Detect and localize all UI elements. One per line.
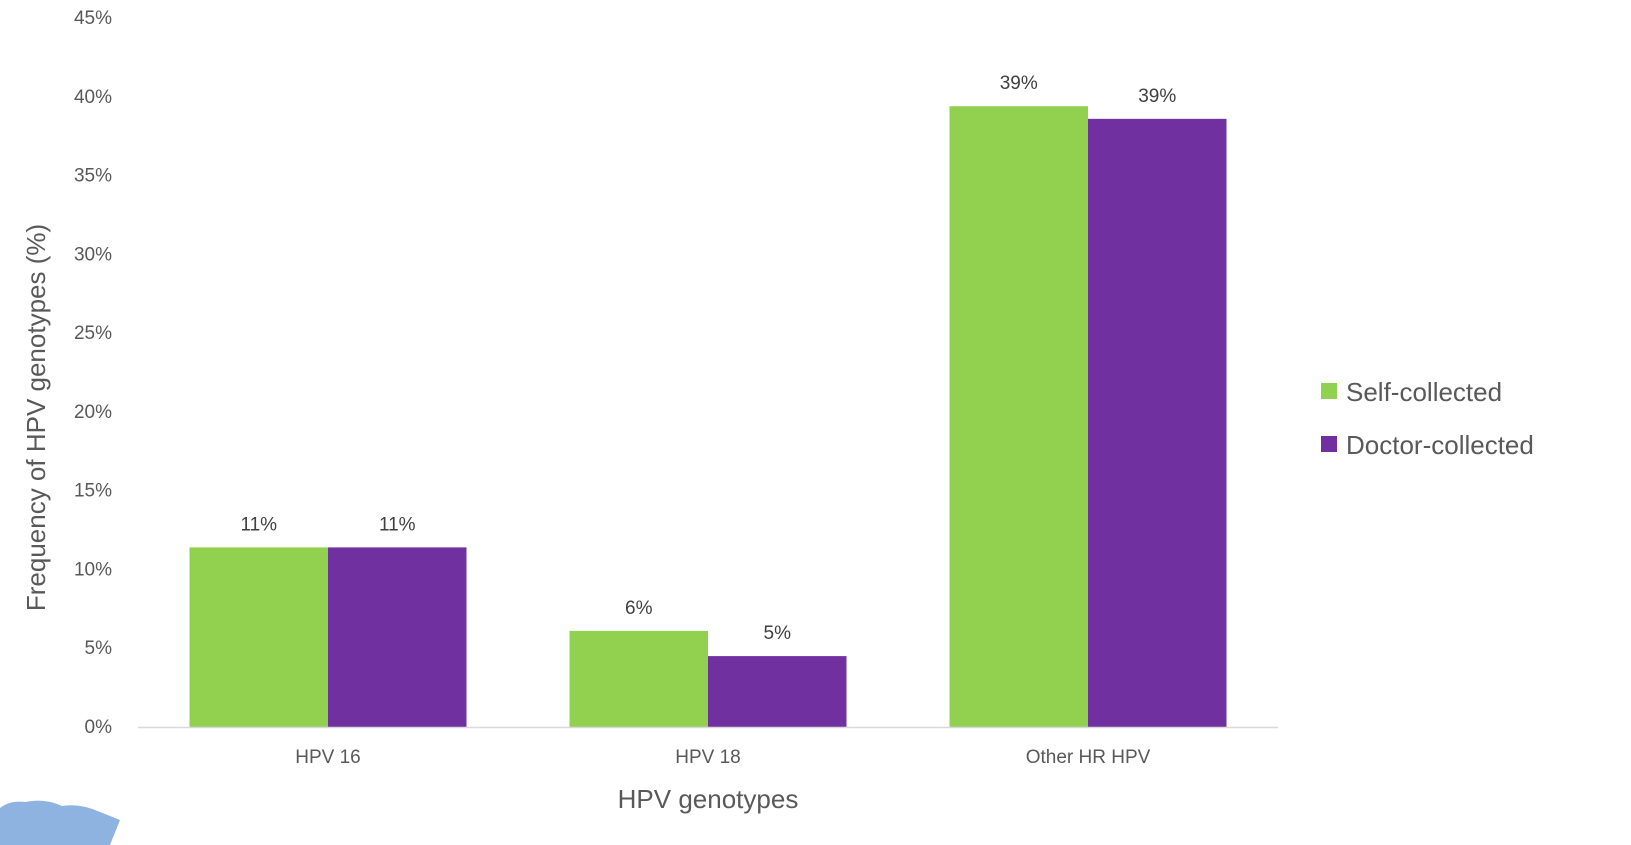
y-tick-label: 10% xyxy=(74,559,112,580)
y-tick-label: 45% xyxy=(74,8,112,29)
y-tick-label: 20% xyxy=(74,402,112,423)
bar-self-collected-1 xyxy=(569,630,708,727)
y-axis-title: Frequency of HPV genotypes (%) xyxy=(21,224,51,611)
data-label: 6% xyxy=(625,598,653,619)
y-tick-label: 25% xyxy=(74,323,112,344)
legend-swatch xyxy=(1321,383,1337,399)
y-tick-label: 5% xyxy=(85,638,113,659)
data-label: 5% xyxy=(764,623,792,644)
bar-doctor-collected-0 xyxy=(328,547,467,727)
y-tick-label: 35% xyxy=(74,166,112,187)
bar-doctor-collected-2 xyxy=(1088,118,1227,727)
bar-doctor-collected-1 xyxy=(708,656,847,727)
bar-self-collected-0 xyxy=(189,547,328,727)
legend-label: Self-collected xyxy=(1346,377,1502,407)
x-axis-title: HPV genotypes xyxy=(618,784,799,814)
y-tick-label: 30% xyxy=(74,244,112,265)
data-label: 39% xyxy=(1000,73,1038,94)
bar-self-collected-2 xyxy=(949,106,1088,728)
data-label: 11% xyxy=(379,514,416,535)
data-label: 39% xyxy=(1138,86,1176,107)
legend-label: Doctor-collected xyxy=(1346,430,1534,460)
x-axis-ticks: HPV 16 HPV 18 Other HR HPV xyxy=(295,747,1150,768)
y-tick-label: 40% xyxy=(74,87,112,108)
y-axis-ticks: 0% 5% 10% 15% 20% 25% 30% 35% 40% 45% xyxy=(74,8,112,738)
legend: Self-collected Doctor-collected xyxy=(1321,377,1534,460)
data-label: 11% xyxy=(240,514,277,535)
x-tick-label: Other HR HPV xyxy=(1026,747,1151,768)
x-tick-label: HPV 18 xyxy=(675,747,740,768)
corner-decoration-shape xyxy=(0,800,120,845)
bars-group xyxy=(189,106,1227,728)
x-tick-label: HPV 16 xyxy=(295,747,360,768)
y-tick-label: 0% xyxy=(85,717,113,738)
data-labels-group: 11% 11% 6% 5% 39% 39% xyxy=(240,73,1176,644)
legend-swatch xyxy=(1321,436,1337,452)
y-tick-label: 15% xyxy=(74,481,112,502)
